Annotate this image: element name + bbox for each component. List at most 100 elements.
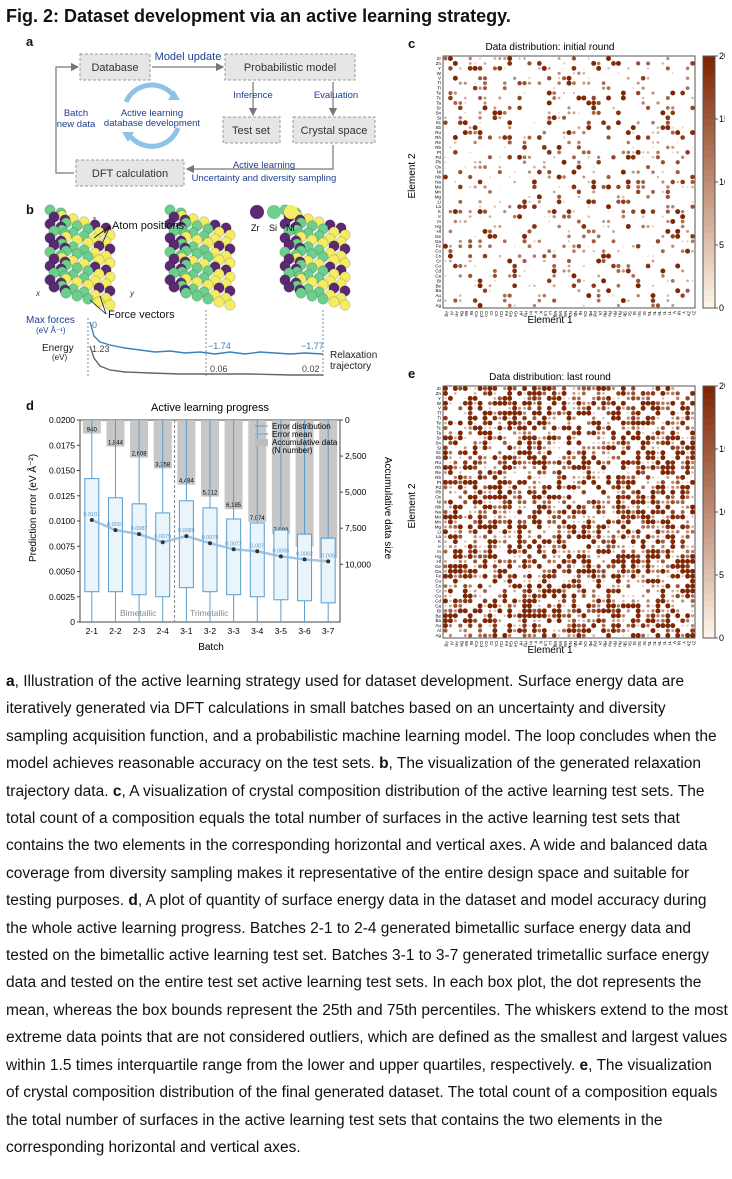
heat-bubble bbox=[611, 588, 616, 594]
heat-bubble bbox=[537, 593, 542, 599]
heat-bubble bbox=[656, 560, 660, 563]
heat-bubble bbox=[685, 593, 691, 599]
heat-bubble bbox=[523, 397, 526, 400]
heat-bubble bbox=[596, 578, 602, 584]
heat-bubble bbox=[635, 618, 641, 623]
heat-bubble bbox=[686, 436, 689, 439]
heat-bubble bbox=[517, 628, 523, 634]
row-element-label: Mo bbox=[435, 184, 442, 189]
heat-bubble bbox=[528, 485, 531, 489]
heat-bubble bbox=[655, 499, 661, 505]
heat-bubble bbox=[482, 430, 488, 436]
heat-bubble bbox=[443, 56, 448, 61]
heat-bubble bbox=[553, 156, 556, 159]
heat-bubble bbox=[666, 204, 670, 209]
heat-bubble bbox=[577, 530, 581, 533]
heat-bubble bbox=[517, 460, 522, 465]
heat-bubble bbox=[660, 440, 666, 446]
heat-bubble bbox=[467, 524, 473, 530]
heat-bubble bbox=[571, 608, 577, 613]
error-box bbox=[202, 507, 218, 593]
error-mean-dot bbox=[278, 554, 283, 559]
database-label: Database bbox=[91, 62, 138, 74]
col-element-label: Cr bbox=[489, 641, 494, 646]
heat-bubble bbox=[447, 420, 453, 426]
heat-bubble bbox=[597, 451, 600, 454]
heat-bubble bbox=[541, 415, 547, 421]
heat-bubble bbox=[602, 614, 605, 617]
heat-bubble bbox=[503, 579, 507, 583]
heat-bubble bbox=[690, 633, 695, 638]
heat-bubble bbox=[552, 274, 556, 278]
heat-bubble bbox=[542, 160, 546, 164]
heat-bubble bbox=[498, 416, 502, 420]
heat-bubble bbox=[482, 558, 488, 564]
heat-bubble bbox=[635, 283, 641, 289]
heat-bubble bbox=[582, 81, 586, 85]
heat-bubble bbox=[538, 604, 541, 608]
heat-bubble bbox=[581, 529, 587, 535]
colorbar-segment bbox=[703, 169, 715, 177]
heat-bubble bbox=[443, 390, 448, 396]
heat-bubble bbox=[660, 110, 666, 116]
row-element-label: Pt bbox=[437, 150, 442, 155]
heat-bubble bbox=[576, 583, 582, 589]
heat-bubble bbox=[527, 588, 532, 594]
heat-bubble bbox=[507, 303, 512, 308]
heatmap-c-xlabel: Element 1 bbox=[527, 315, 572, 326]
heat-bubble bbox=[612, 496, 615, 499]
heat-bubble bbox=[462, 593, 468, 599]
heat-bubble bbox=[681, 624, 684, 627]
heat-bubble bbox=[625, 430, 631, 436]
heat-bubble bbox=[452, 613, 458, 619]
heat-bubble bbox=[493, 505, 497, 509]
heat-bubble bbox=[464, 436, 467, 440]
heat-bubble bbox=[615, 613, 621, 619]
heat-bubble bbox=[538, 436, 541, 440]
col-element-label: Hf bbox=[519, 311, 524, 316]
heat-bubble bbox=[536, 420, 542, 426]
heat-bubble bbox=[616, 604, 621, 608]
heat-bubble bbox=[646, 604, 650, 608]
heat-bubble bbox=[553, 422, 556, 424]
heat-bubble bbox=[641, 519, 646, 524]
heat-bubble bbox=[636, 121, 640, 125]
heat-bubble bbox=[463, 475, 468, 480]
heat-bubble bbox=[502, 400, 508, 406]
heat-bubble bbox=[477, 455, 483, 460]
heat-bubble bbox=[596, 583, 602, 589]
heat-bubble bbox=[528, 77, 531, 80]
heat-bubble bbox=[581, 524, 587, 530]
heat-bubble bbox=[591, 60, 597, 66]
heat-bubble bbox=[527, 390, 532, 396]
heat-bubble bbox=[482, 475, 488, 480]
heat-bubble bbox=[512, 405, 518, 411]
heat-bubble bbox=[508, 92, 511, 94]
heat-bubble bbox=[646, 465, 650, 470]
heat-bubble bbox=[469, 520, 472, 523]
heat-bubble bbox=[661, 609, 665, 613]
heat-bubble bbox=[615, 588, 621, 594]
heat-bubble bbox=[457, 568, 463, 574]
heat-bubble bbox=[641, 396, 645, 400]
heat-bubble bbox=[591, 105, 597, 111]
heat-bubble bbox=[655, 578, 661, 584]
heat-bubble bbox=[691, 515, 694, 519]
heat-bubble bbox=[468, 529, 472, 534]
heat-bubble bbox=[498, 156, 501, 159]
colorbar-segment bbox=[703, 270, 715, 277]
heat-bubble bbox=[642, 461, 645, 464]
row-element-label: Zr bbox=[437, 386, 442, 391]
heat-bubble bbox=[656, 101, 660, 105]
heat-bubble bbox=[616, 283, 621, 288]
heat-bubble bbox=[462, 588, 468, 594]
new-data-label: new data bbox=[57, 119, 96, 130]
heat-bubble bbox=[567, 619, 571, 623]
heat-bubble bbox=[665, 406, 670, 411]
colorbar-segment bbox=[703, 499, 715, 507]
heat-bubble bbox=[457, 184, 463, 190]
heat-bubble bbox=[566, 568, 572, 574]
heat-bubble bbox=[552, 264, 557, 268]
heat-bubble bbox=[656, 440, 660, 445]
colorbar-segment bbox=[703, 430, 715, 437]
